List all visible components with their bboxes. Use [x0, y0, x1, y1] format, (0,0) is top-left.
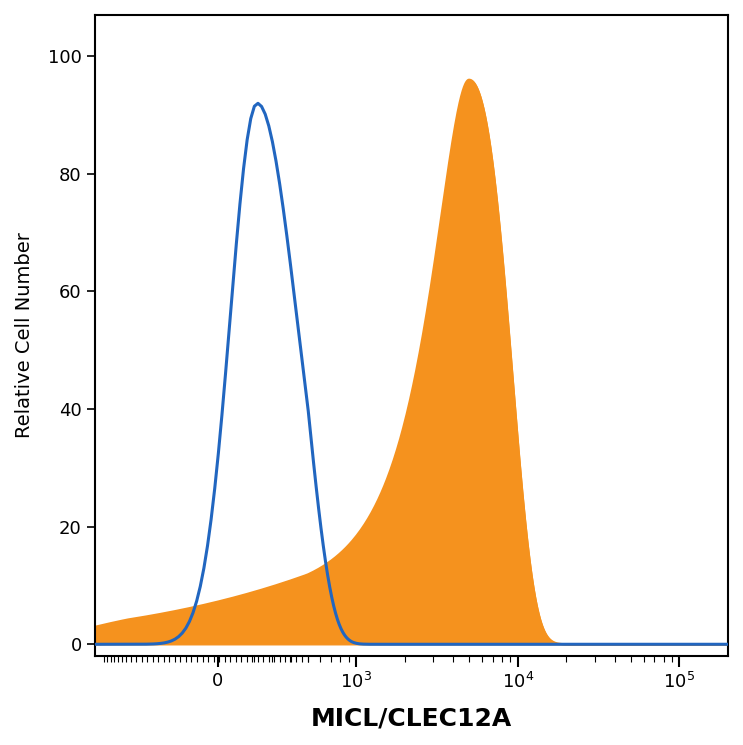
- X-axis label: MICL/CLEC12A: MICL/CLEC12A: [311, 706, 512, 730]
- Y-axis label: Relative Cell Number: Relative Cell Number: [15, 232, 34, 439]
